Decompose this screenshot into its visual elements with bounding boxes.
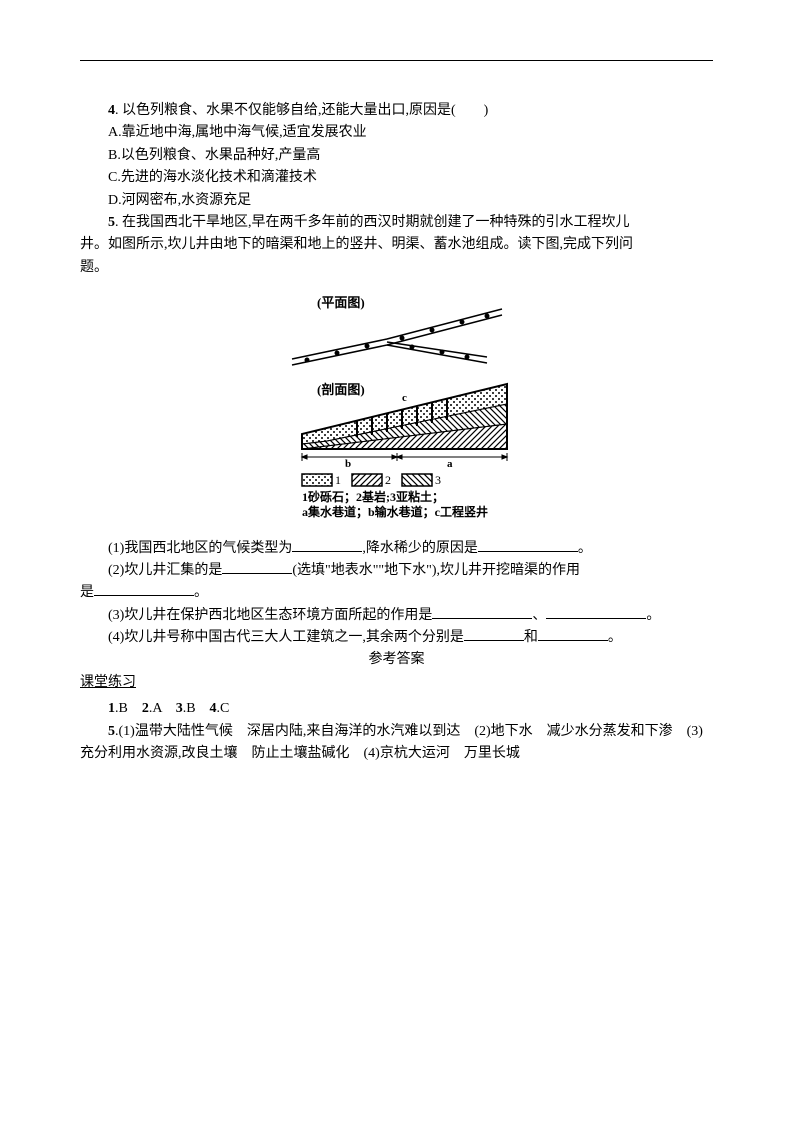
plan-view [292,309,502,365]
blank-fill [546,605,646,619]
blank-fill [222,560,292,574]
page-content: 4. 以色列粮食、水果不仅能够自给,还能大量出口,原因是( ) A.靠近地中海,… [80,100,713,765]
ans-2-val: .A [149,701,176,716]
q5-sub2-prefix: (2)坎儿井汇集的是 [108,563,222,578]
answers-line1: 1.B 2.A 3.B 4.C [80,698,713,720]
q4-option-c: C.先进的海水淡化技术和滴灌技术 [80,167,713,189]
q5-sub4-prefix: (4)坎儿井号称中国古代三大人工建筑之一,其余两个分别是 [108,630,464,645]
q5-sub4: (4)坎儿井号称中国古代三大人工建筑之一,其余两个分别是 和 。 [80,627,713,649]
q5-sub3-sep: 、 [532,608,546,623]
blank-fill [432,605,532,619]
label-c: c [402,392,407,404]
q5-sub1-mid: ,降水稀少的原因是 [362,541,478,556]
q5-sub2-line2: 是。 [80,582,713,604]
legend-num-2: 2 [385,473,391,487]
legend-line2: a集水巷道；b输水巷道；c工程竖井 [302,504,488,519]
answers-line2: 5.(1)温带大陆性气候 深居内陆,来自海洋的水汽难以到达 (2)地下水 减少水… [80,721,713,766]
ans-5-text: .(1)温带大陆性气候 深居内陆,来自海洋的水汽难以到达 (2)地下水 减少水分… [80,724,703,761]
q5-sub2-mid: (选填"地表水""地下水"),坎儿井开挖暗渠的作用 [292,563,580,578]
blank-fill [538,627,608,641]
q5-sub3-end: 。 [646,608,660,623]
plan-dots [304,314,489,363]
ans-2-num: 2 [142,701,149,716]
q5-stem-line3: 题。 [80,257,713,279]
legend-num-3: 3 [435,473,441,487]
ans-5-num: 5 [108,724,115,739]
ans-3-num: 3 [176,701,183,716]
q5-sub1: (1)我国西北地区的气候类型为 ,降水稀少的原因是 。 [80,538,713,560]
q5-sub4-end: 。 [608,630,622,645]
ans-4-num: 4 [210,701,217,716]
q5-stem-line1: 5. 在我国西北干旱地区,早在两千多年前的西汉时期就创建了一种特殊的引水工程坎儿 [80,212,713,234]
q5-sub1-end: 。 [578,541,592,556]
plan-label: (平面图) [317,295,365,310]
q5-sub2-line1: (2)坎儿井汇集的是 (选填"地表水""地下水"),坎儿井开挖暗渠的作用 [80,560,713,582]
legend-line1: 1砂砾石；2基岩;3亚粘土； [302,489,444,504]
blank-fill [94,582,194,596]
dimension-arrows [302,453,507,461]
q5-sub2-end: 。 [194,585,208,600]
q5-sub4-mid: 和 [524,630,538,645]
blank-fill [478,538,578,552]
legend-boxes: 1 2 3 [302,473,441,487]
section-label: (剖面图) [317,382,365,397]
q5-sub3-prefix: (3)坎儿井在保护西北地区生态环境方面所起的作用是 [108,608,432,623]
q4-option-b: B.以色列粮食、水果品种好,产量高 [80,145,713,167]
q5-sub1-prefix: (1)我国西北地区的气候类型为 [108,541,292,556]
q4-option-a: A.靠近地中海,属地中海气候,适宜发展农业 [80,122,713,144]
q5-stem-text1: . 在我国西北干旱地区,早在两千多年前的西汉时期就创建了一种特殊的引水工程坎儿 [115,215,630,230]
ans-1-val: .B [115,701,142,716]
blank-fill [292,538,362,552]
answers-section-title: 课堂练习 [80,672,713,694]
ans-1-num: 1 [108,701,115,716]
q5-number: 5 [108,215,115,230]
label-b: b [345,458,351,470]
ans-3-val: .B [183,701,210,716]
q4-stem-text: . 以色列粮食、水果不仅能够自给,还能大量出口,原因是( ) [115,103,488,118]
q5-sub2-line2-text: 是 [80,585,94,600]
answers-title: 参考答案 [80,649,713,671]
blank-fill [464,627,524,641]
q5-stem-line2: 井。如图所示,坎儿井由地下的暗渠和地上的竖井、明渠、蓄水池组成。读下图,完成下列… [80,234,713,256]
ans-4-val: .C [217,701,230,716]
q5-sub3: (3)坎儿井在保护西北地区生态环境方面所起的作用是 、 。 [80,605,713,627]
q4-number: 4 [108,103,115,118]
q4-stem: 4. 以色列粮食、水果不仅能够自给,还能大量出口,原因是( ) [80,100,713,122]
page-top-rule [80,60,713,61]
kanerjing-diagram: (平面图) [257,289,537,527]
label-a: a [447,458,453,470]
q4-option-d: D.河网密布,水资源充足 [80,190,713,212]
legend-num-1: 1 [335,473,341,487]
diagram-svg: (平面图) [257,289,537,519]
diagram-container: (平面图) [80,289,713,527]
